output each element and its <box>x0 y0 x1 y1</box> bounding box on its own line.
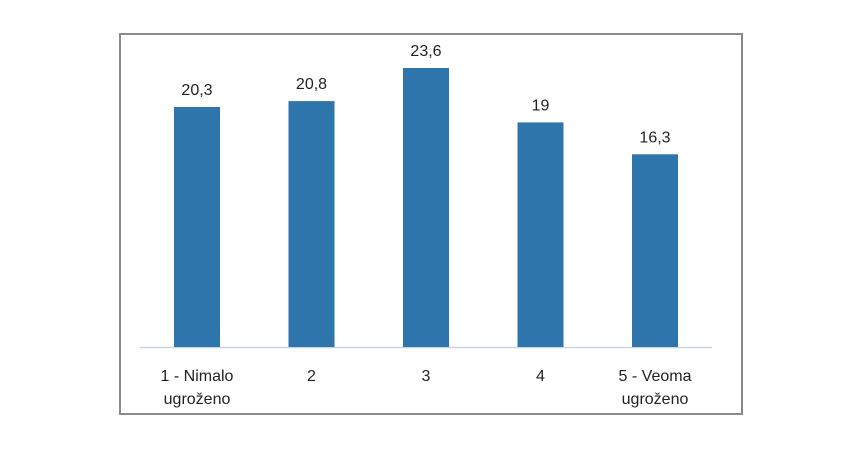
data-label-1: 20,3 <box>181 82 212 99</box>
category-label-2: 2 <box>307 368 316 385</box>
data-label-5: 16,3 <box>639 129 670 146</box>
bar-5 <box>632 154 678 347</box>
bar-3 <box>403 68 449 347</box>
data-label-2: 20,8 <box>296 76 327 93</box>
bar-1 <box>174 107 220 347</box>
bar-4 <box>517 122 564 348</box>
category-label-1: 1 - Nimalo ugroženo <box>161 368 234 408</box>
data-label-3: 23,6 <box>410 43 441 60</box>
category-label-5: 5 - Veoma ugroženo <box>619 368 692 408</box>
data-label-4: 19 <box>532 97 550 114</box>
category-label-4: 4 <box>536 368 545 385</box>
category-label-3: 3 <box>422 368 431 385</box>
bar-2 <box>288 101 335 347</box>
